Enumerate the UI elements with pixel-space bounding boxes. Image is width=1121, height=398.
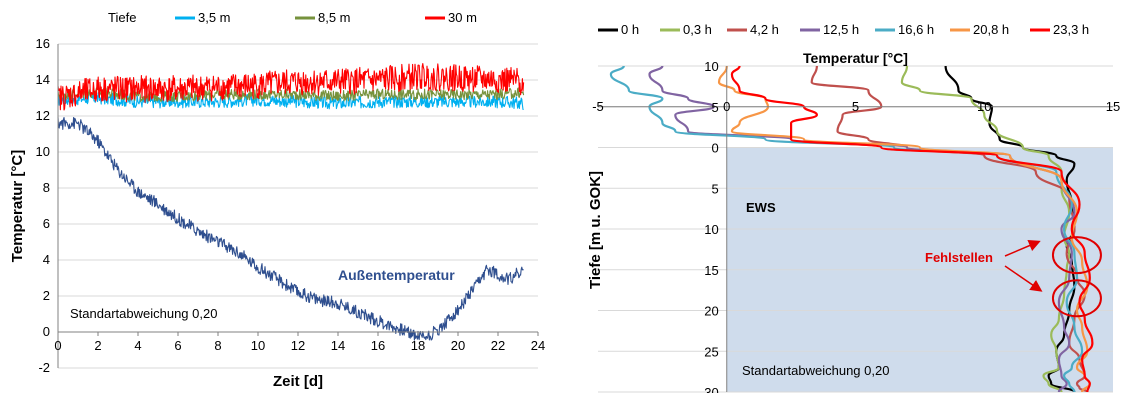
defect-ellipse-upper — [1051, 236, 1102, 275]
right-y-tick-label: 5 — [712, 100, 719, 115]
left-legend: 3,5 m 8,5 m 30 m — [175, 10, 477, 25]
left-y-tick-label: 8 — [43, 180, 50, 195]
right-y-tick-label: 10 — [704, 59, 718, 74]
left-y-tick-label: 4 — [43, 252, 50, 267]
left-x-tick-label: 6 — [174, 338, 181, 353]
left-x-tick-label: 24 — [531, 338, 545, 353]
right-y-tick-label: 0 — [712, 141, 719, 156]
left-series-line-2 — [57, 63, 525, 111]
right-annotation-ews: EWS — [746, 200, 776, 215]
right-series-line-5 — [717, 65, 1091, 393]
left-series-lines — [57, 63, 525, 341]
left-y-tick-label: 16 — [36, 36, 50, 51]
right-x-tick-label: 15 — [1106, 99, 1120, 114]
right-annotation-stddev: Standartabweichung 0,20 — [742, 363, 889, 378]
right-y-tick-label: 10 — [704, 222, 718, 237]
right-legend-label: 16,6 h — [898, 22, 934, 37]
left-annotation-outdoor: Außentemperatur — [338, 267, 455, 283]
left-y-axis-label: Temperatur [°C] — [9, 150, 26, 262]
right-series-line-4 — [609, 65, 1084, 393]
right-y-tick-label: 25 — [704, 344, 718, 359]
right-y-tick-label: 5 — [712, 181, 719, 196]
right-y-tick-label: 20 — [704, 304, 718, 319]
left-x-tick-label: 16 — [371, 338, 385, 353]
right-series-line-2 — [810, 65, 1089, 393]
left-x-tick-label: 20 — [451, 338, 465, 353]
right-axes — [598, 66, 1113, 392]
left-x-tick-label: 0 — [54, 338, 61, 353]
left-y-tick-label: 6 — [43, 216, 50, 231]
right-chart-title: Temperatur [°C] — [803, 50, 908, 66]
right-series-lines — [609, 65, 1094, 393]
left-y-tick-label: 2 — [43, 288, 50, 303]
left-x-tick-label: 10 — [251, 338, 265, 353]
right-legend-label: 23,3 h — [1053, 22, 1089, 37]
right-series-line-6 — [730, 65, 1094, 393]
left-legend-label: 30 m — [448, 10, 477, 25]
right-annotation-defects: Fehlstellen — [925, 250, 993, 265]
left-series-line-3 — [57, 116, 524, 341]
left-legend-label: 3,5 m — [198, 10, 231, 25]
right-legend-label: 0 h — [621, 22, 639, 37]
left-legend-title: Tiefe — [108, 10, 136, 25]
left-legend-label: 8,5 m — [318, 10, 351, 25]
left-axes — [57, 44, 539, 368]
left-x-tick-label: 22 — [491, 338, 505, 353]
right-legend-label: 20,8 h — [973, 22, 1009, 37]
left-x-tick-label: 4 — [134, 338, 141, 353]
right-legend-label: 0,3 h — [683, 22, 712, 37]
left-y-tick-label: 0 — [43, 324, 50, 339]
right-legend-label: 12,5 h — [823, 22, 859, 37]
defect-arrow-lower — [1004, 265, 1043, 292]
left-x-tick-label: 14 — [331, 338, 345, 353]
right-y-tick-label: 30 — [704, 385, 718, 393]
left-y-tick-label: 12 — [36, 108, 50, 123]
defect-ellipse-lower — [1051, 279, 1102, 318]
left-x-tick-label: 18 — [411, 338, 425, 353]
left-annotation-stddev: Standartabweichung 0,20 — [70, 306, 217, 321]
right-x-tick-label: 0 — [723, 99, 730, 114]
right-x-tick-label: 5 — [852, 99, 859, 114]
left-x-tick-label: 8 — [214, 338, 221, 353]
right-defect-marks — [1004, 236, 1102, 318]
right-x-tick-label: -5 — [592, 99, 604, 114]
left-y-tick-label: 10 — [36, 144, 50, 159]
right-y-tick-label: 15 — [704, 263, 718, 278]
left-x-tick-label: 2 — [94, 338, 101, 353]
left-x-axis-label: Zeit [d] — [273, 373, 323, 390]
defect-arrow-upper — [1004, 239, 1041, 257]
right-legend: 0 h 0,3 h 4,2 h 12,5 h 16,6 h 20,8 h 23,3 h — [598, 22, 1089, 37]
left-x-tick-label: 12 — [291, 338, 305, 353]
right-x-tick-label: 10 — [977, 99, 991, 114]
right-y-axis-label: Tiefe [m u. GOK] — [587, 171, 604, 289]
left-y-tick-label: 14 — [36, 72, 50, 87]
right-legend-label: 4,2 h — [750, 22, 779, 37]
left-y-tick-label: -2 — [38, 360, 50, 375]
